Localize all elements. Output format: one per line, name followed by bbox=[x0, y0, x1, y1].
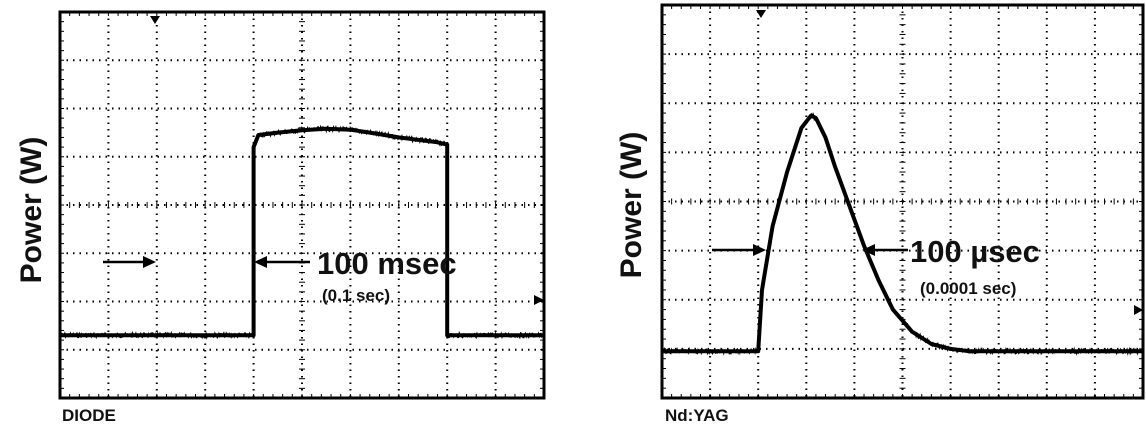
level-marker-icon bbox=[1134, 305, 1143, 315]
right-arrow-head-icon bbox=[862, 244, 875, 256]
waveform-noise bbox=[661, 112, 1144, 356]
right-arrow-head-icon bbox=[254, 256, 267, 268]
y-axis-label: Power (W) bbox=[15, 137, 48, 284]
pulse-width-label: 100 msec bbox=[317, 246, 457, 281]
panel-caption: Nd:YAG bbox=[665, 406, 729, 425]
panel-caption: DIODE bbox=[62, 406, 116, 425]
left-arrow-head-icon bbox=[143, 256, 156, 268]
pulse-width-seconds-label: (0.0001 sec) bbox=[920, 279, 1016, 298]
diode-panel: Power (W) 100 msec (0.1 sec) DIODE bbox=[15, 10, 546, 425]
data-marks bbox=[661, 112, 1144, 356]
grid bbox=[662, 5, 1143, 398]
grid bbox=[60, 12, 544, 398]
level-marker-icon bbox=[534, 295, 544, 305]
pulse-width-annotation: 100 msec (0.1 sec) bbox=[103, 246, 457, 305]
left-arrow-head-icon bbox=[753, 244, 766, 256]
pulse-width-annotation: 100 µsec (0.0001 sec) bbox=[712, 234, 1040, 298]
pulse-width-seconds-label: (0.1 sec) bbox=[322, 286, 390, 305]
waveform-noise bbox=[59, 124, 545, 340]
waveform-trace bbox=[60, 126, 544, 338]
trigger-marker-icon bbox=[150, 16, 160, 24]
data-marks bbox=[59, 124, 545, 340]
ndyag-panel: Power (W) 100 µsec (0.0001 sec) Nd:YAG bbox=[615, 3, 1145, 425]
pulse-width-label: 100 µsec bbox=[910, 234, 1040, 269]
trigger-marker-icon bbox=[756, 10, 766, 18]
y-axis-label: Power (W) bbox=[615, 132, 648, 279]
